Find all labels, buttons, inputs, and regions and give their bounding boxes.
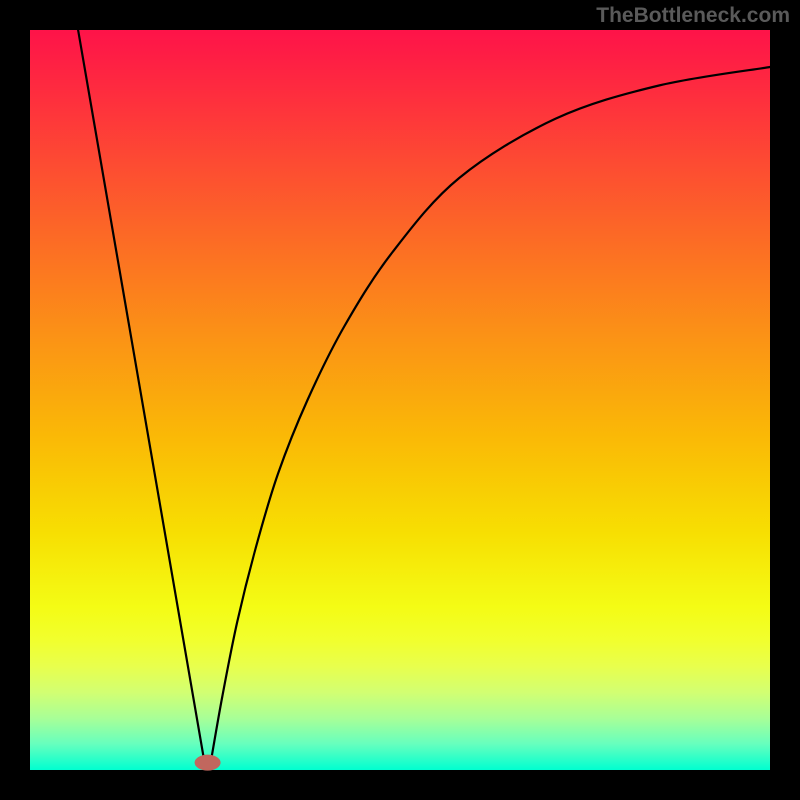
bottleneck-chart: [0, 0, 800, 800]
chart-container: TheBottleneck.com: [0, 0, 800, 800]
watermark-text: TheBottleneck.com: [596, 4, 790, 28]
optimum-marker: [195, 755, 221, 771]
